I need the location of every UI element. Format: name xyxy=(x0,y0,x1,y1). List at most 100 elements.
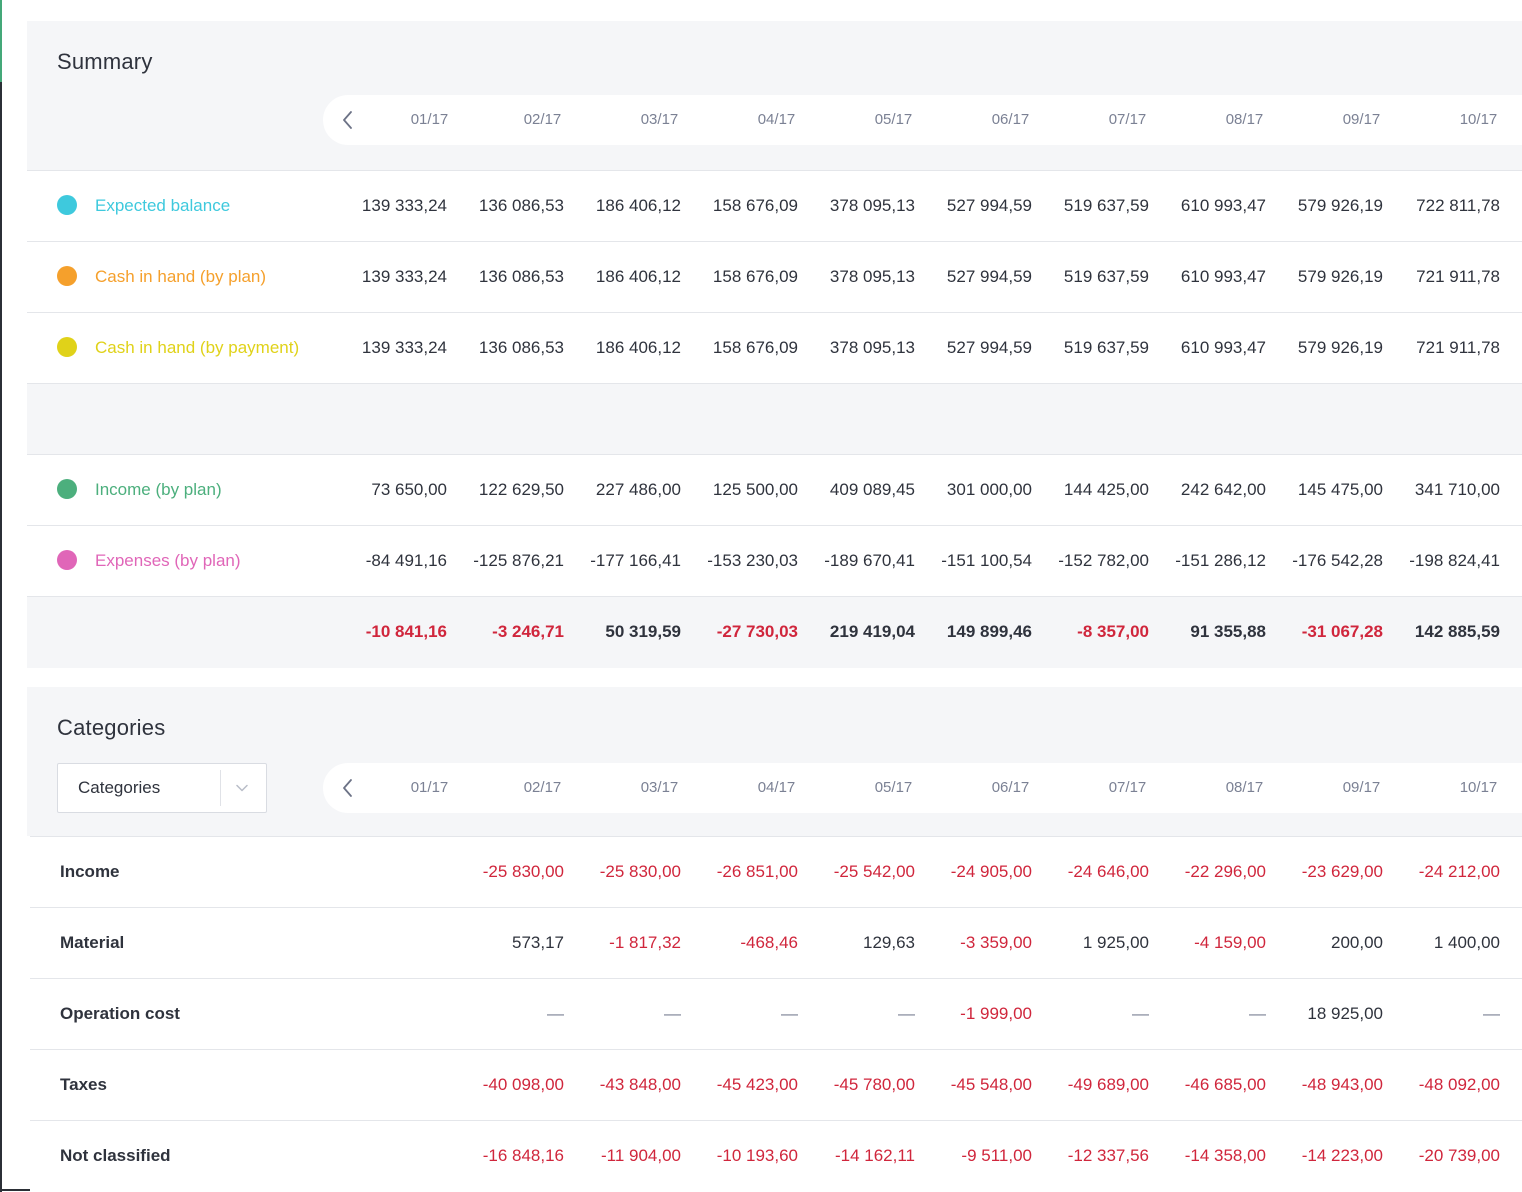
categories-title: Categories xyxy=(57,715,166,740)
row-label[interactable]: Expenses (by plan) xyxy=(95,551,241,570)
total-cell: -10 841,16 xyxy=(365,622,447,641)
category-value-cell: -11 904,00 xyxy=(600,1146,681,1165)
category-value-cell: -3 359,00 xyxy=(960,933,1032,952)
value-cell: 125 500,00 xyxy=(712,480,798,499)
category-value-cell: -10 193,60 xyxy=(716,1146,798,1165)
categories-month-bar: 01/17 02/17 03/17 04/17 05/17 06/17 07/17 08/17… xyxy=(323,763,1522,813)
category-row[interactable]: Income -25 830,00 -25 830,00 -26 851,00 -25 … xyxy=(30,836,1522,907)
month-header: 07/17 xyxy=(1108,111,1147,128)
month-header: 02/17 xyxy=(523,111,562,128)
value-cell: 186 406,12 xyxy=(595,338,681,357)
category-value-cell: — xyxy=(1249,1004,1266,1023)
month-header: 01/17 xyxy=(410,111,449,128)
categories-header: Categories Categories 01/17 02/17 03/17 04/… xyxy=(27,687,1522,836)
summary-prev-button[interactable] xyxy=(333,105,363,135)
category-label[interactable]: Operation cost xyxy=(60,1004,180,1023)
category-row[interactable]: Operation cost — — — — -1 999,00 — — 18 925,00 — xyxy=(30,978,1522,1049)
row-label[interactable]: Cash in hand (by payment) xyxy=(95,338,300,357)
summary-row: Cash in hand (by plan) 139 333,24 136 086,… xyxy=(27,241,1522,312)
category-value-cell: -25 542,00 xyxy=(833,862,915,881)
month-header: 05/17 xyxy=(874,779,913,796)
category-value-cell: -1 817,32 xyxy=(609,933,681,952)
value-cell: 139 333,24 xyxy=(361,338,447,357)
month-header: 06/17 xyxy=(991,779,1030,796)
month-header: 01/17 xyxy=(410,779,449,796)
category-value-cell xyxy=(335,908,447,978)
legend-dot xyxy=(57,195,77,215)
category-value-cell: -49 689,00 xyxy=(1067,1075,1149,1094)
chevron-down-icon[interactable] xyxy=(230,778,254,798)
row-label[interactable]: Expected balance xyxy=(95,196,231,215)
category-value-cell xyxy=(335,1050,447,1120)
value-cell: 227 486,00 xyxy=(595,480,681,499)
category-value-cell: — xyxy=(664,1004,681,1023)
total-cell: 219 419,04 xyxy=(829,622,915,641)
category-value-cell: -23 629,00 xyxy=(1301,862,1383,881)
categories-prev-button[interactable] xyxy=(333,773,363,803)
category-row[interactable]: Not classified -16 848,16 -11 904,00 -10 19… xyxy=(30,1120,1522,1191)
category-value-cell: -24 905,00 xyxy=(950,862,1032,881)
category-value-cell: -40 098,00 xyxy=(482,1075,564,1094)
category-value-cell: — xyxy=(1483,1004,1500,1023)
category-value-cell: 18 925,00 xyxy=(1307,1004,1383,1023)
categories-select[interactable]: Categories xyxy=(57,763,267,813)
summary-row: Expenses (by plan) -84 491,16 -125 876,21 -… xyxy=(27,525,1522,596)
category-value-cell: -20 739,00 xyxy=(1418,1146,1500,1165)
category-value-cell: -468,46 xyxy=(740,933,798,952)
row-label[interactable]: Cash in hand (by plan) xyxy=(95,267,267,286)
category-value-cell xyxy=(335,1121,447,1191)
value-cell: -125 876,21 xyxy=(473,551,564,570)
row-label[interactable]: Income (by plan) xyxy=(95,480,222,499)
category-value-cell: -43 848,00 xyxy=(599,1075,681,1094)
value-cell: 527 994,59 xyxy=(946,338,1032,357)
value-cell: 527 994,59 xyxy=(946,196,1032,215)
month-header: 05/17 xyxy=(874,111,913,128)
value-cell: 519 637,59 xyxy=(1063,338,1149,357)
category-value-cell: -45 780,00 xyxy=(833,1075,915,1094)
value-cell: 610 993,47 xyxy=(1180,196,1266,215)
month-header: 09/17 xyxy=(1342,779,1381,796)
category-value-cell: 1 400,00 xyxy=(1433,933,1500,952)
value-cell: 158 676,09 xyxy=(712,338,798,357)
category-label[interactable]: Not classified xyxy=(60,1146,171,1165)
category-value-cell: -14 162,11 xyxy=(834,1146,915,1165)
category-value-cell: -12 337,56 xyxy=(1067,1146,1149,1165)
value-cell: 519 637,59 xyxy=(1063,267,1149,286)
value-cell: 145 475,00 xyxy=(1297,480,1383,499)
category-label[interactable]: Income xyxy=(60,862,120,881)
category-row[interactable]: Material 573,17 -1 817,32 -468,46 129,63 -3 3… xyxy=(30,907,1522,978)
category-value-cell: -48 092,00 xyxy=(1418,1075,1500,1094)
month-header: 07/17 xyxy=(1108,779,1147,796)
total-cell: 91 355,88 xyxy=(1190,622,1266,641)
month-header: 03/17 xyxy=(640,111,679,128)
month-header: 04/17 xyxy=(757,779,796,796)
month-header: 10/17 xyxy=(1459,111,1498,128)
value-cell: 378 095,13 xyxy=(829,338,915,357)
value-cell: 341 710,00 xyxy=(1414,480,1500,499)
category-label[interactable]: Taxes xyxy=(60,1075,107,1094)
category-value-cell: 1 925,00 xyxy=(1082,933,1149,952)
category-row[interactable]: Taxes -40 098,00 -43 848,00 -45 423,00 -45 7… xyxy=(30,1049,1522,1120)
value-cell: -176 542,28 xyxy=(1292,551,1383,570)
value-cell: 139 333,24 xyxy=(361,267,447,286)
value-cell: 527 994,59 xyxy=(946,267,1032,286)
month-header: 03/17 xyxy=(640,779,679,796)
category-value-cell: — xyxy=(1132,1004,1149,1023)
legend-dot xyxy=(57,479,77,499)
summary-header: Summary 01/17 02/17 03/17 04/17 05/17 06/17 07… xyxy=(27,21,1522,171)
month-header: 02/17 xyxy=(523,779,562,796)
total-cell: 50 319,59 xyxy=(605,622,681,641)
value-cell: 722 811,78 xyxy=(1416,196,1500,215)
value-cell: 136 086,53 xyxy=(478,196,564,215)
category-value-cell: -45 548,00 xyxy=(950,1075,1032,1094)
value-cell: 721 911,78 xyxy=(1416,338,1500,357)
value-cell: -84 491,16 xyxy=(365,551,447,570)
category-value-cell: 200,00 xyxy=(1331,933,1383,952)
month-header: 09/17 xyxy=(1342,111,1381,128)
value-cell: -189 670,41 xyxy=(824,551,915,570)
category-value-cell: -46 685,00 xyxy=(1184,1075,1266,1094)
category-value-cell: 129,63 xyxy=(863,933,915,952)
category-label[interactable]: Material xyxy=(60,933,125,952)
value-cell: -177 166,41 xyxy=(590,551,681,570)
total-cell: 149 899,46 xyxy=(946,622,1032,641)
